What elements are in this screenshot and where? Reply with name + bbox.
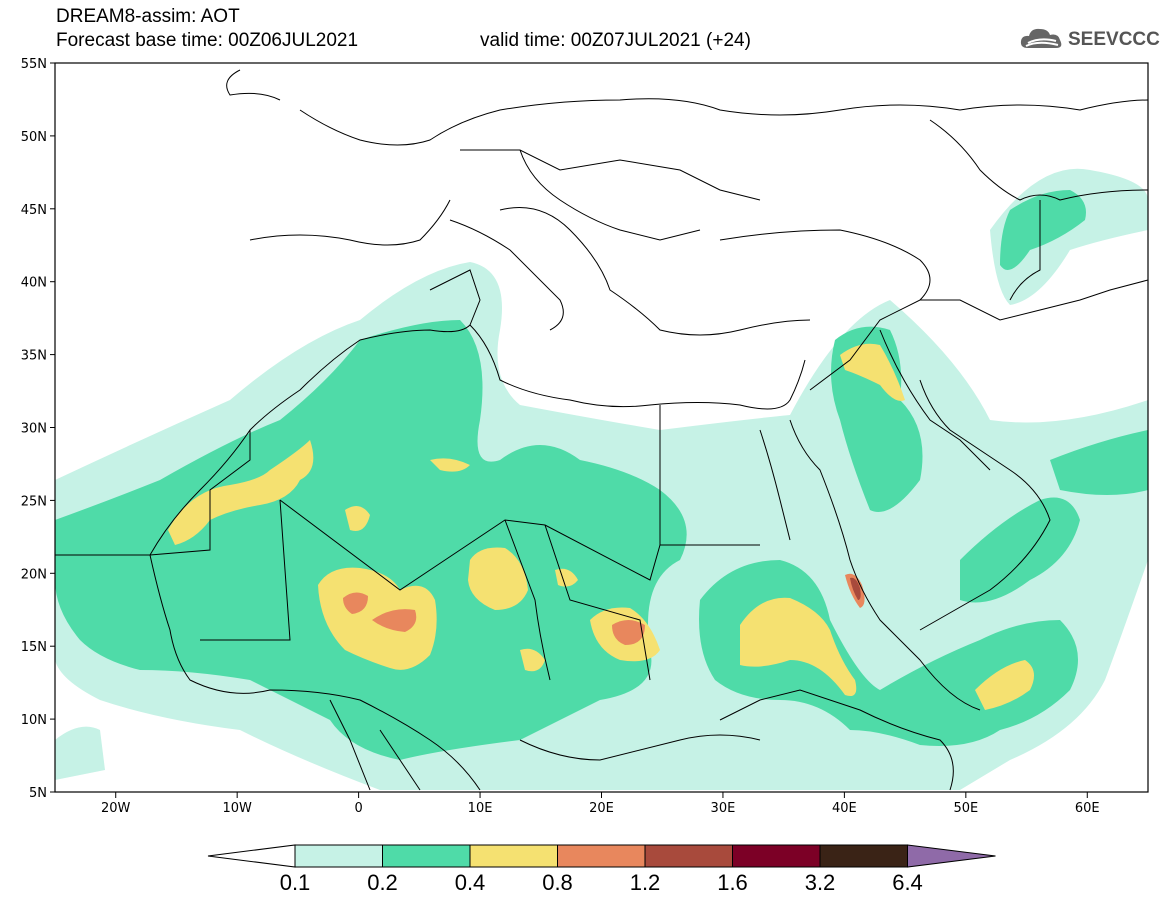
aot-level-0-4 [168, 343, 1034, 710]
colorbar: 0.1 0.2 0.4 0.8 1.2 1.6 3.2 6.4 [207, 844, 996, 895]
colorbar-segment [557, 844, 646, 868]
lat-tick-label: 20N [21, 567, 47, 582]
logo-text: SEEVCCC [1068, 29, 1160, 50]
forecast-base-time: Forecast base time: 00Z06JUL2021 [56, 30, 359, 51]
lon-tick-label: 30E [711, 801, 736, 816]
lat-axis: 55N 50N 45N 40N 35N 30N 25N 20N 15N 10N 5N [21, 57, 55, 801]
lat-tick-label: 30N [21, 422, 47, 437]
colorbar-label: 1.6 [717, 870, 748, 895]
colorbar-label: 0.1 [280, 870, 311, 895]
lat-tick-label: 50N [21, 130, 47, 145]
lon-tick-label: 0 [354, 801, 362, 816]
lon-tick-label: 10W [222, 801, 252, 816]
lat-tick-label: 35N [21, 349, 47, 364]
colorbar-segment [732, 844, 821, 868]
lat-tick-label: 15N [21, 640, 47, 655]
colorbar-label: 6.4 [892, 870, 923, 895]
seevccc-logo: SEEVCCC [1018, 24, 1160, 58]
aot-level-1-2 [850, 577, 861, 600]
colorbar-segment [382, 844, 471, 868]
colorbar-label: 0.4 [455, 870, 486, 895]
colorbar-segment [644, 844, 733, 868]
colorbar-segment [469, 844, 558, 868]
chart-title: DREAM8-assim: AOT [56, 6, 240, 27]
colorbar-label: 0.8 [542, 870, 573, 895]
lat-tick-label: 25N [21, 494, 47, 509]
lon-tick-label: 20W [101, 801, 131, 816]
lat-tick-label: 5N [29, 786, 47, 801]
colorbar-segment [819, 844, 908, 868]
lon-tick-label: 10E [468, 801, 493, 816]
cloud-icon [1020, 28, 1062, 48]
colorbar-label: 0.2 [367, 870, 398, 895]
valid-time: valid time: 00Z07JUL2021 (+24) [480, 30, 751, 51]
colorbar-min-arrow [207, 844, 296, 868]
lon-tick-label: 40E [832, 801, 857, 816]
lon-axis: 20W 10W 0 10E 20E 30E 40E 50E 60E [101, 792, 1100, 816]
lat-tick-label: 40N [21, 276, 47, 291]
lat-tick-label: 45N [21, 203, 47, 218]
colorbar-max-arrow [907, 844, 996, 868]
coastlines [55, 69, 1148, 791]
lat-tick-label: 55N [21, 57, 47, 72]
lon-tick-label: 20E [589, 801, 614, 816]
aot-fields [55, 168, 1148, 790]
lat-tick-label: 10N [21, 713, 47, 728]
lon-tick-label: 60E [1075, 801, 1100, 816]
colorbar-label: 1.2 [630, 870, 661, 895]
colorbar-label: 3.2 [805, 870, 836, 895]
colorbar-segment [294, 844, 383, 868]
lon-tick-label: 50E [953, 801, 978, 816]
